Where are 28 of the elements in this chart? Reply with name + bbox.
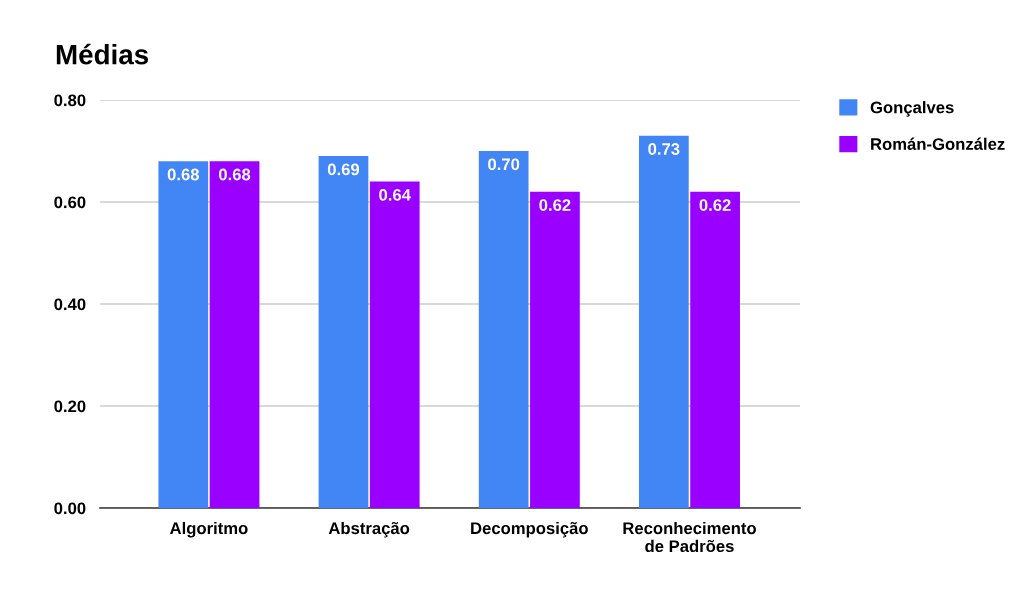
data-label: 0.62 xyxy=(699,199,731,211)
data-label: 0.68 xyxy=(219,168,251,181)
bar xyxy=(209,161,260,508)
bar xyxy=(690,191,740,508)
chart-title: Médias xyxy=(56,43,149,65)
data-label: 0.68 xyxy=(167,168,199,181)
bar xyxy=(530,191,580,508)
legend-label: Román-González xyxy=(871,137,1005,150)
bar xyxy=(369,181,420,508)
y-tick-label: 0.60 xyxy=(54,196,86,209)
x-tick-label: Reconhecimento de Padrões xyxy=(623,521,756,553)
bar xyxy=(158,161,209,508)
y-tick-label: 0.00 xyxy=(54,502,86,515)
x-tick-label: Abstração xyxy=(328,521,410,538)
x-tick-label: Decomposição xyxy=(471,521,588,538)
data-label: 0.62 xyxy=(539,199,571,211)
legend-label: Gonçalves xyxy=(870,101,954,117)
data-label: 0.64 xyxy=(379,188,411,201)
bar xyxy=(638,135,689,508)
data-label: 0.69 xyxy=(327,163,360,176)
y-tick-label: 0.40 xyxy=(54,298,86,311)
y-tick-label: 0.20 xyxy=(54,400,86,413)
data-label: 0.73 xyxy=(648,143,680,155)
data-label: 0.70 xyxy=(488,158,520,171)
bar xyxy=(478,151,529,508)
x-tick-label: Algoritmo xyxy=(169,521,248,538)
bar xyxy=(318,156,369,508)
y-tick-label: 0.80 xyxy=(54,94,86,107)
